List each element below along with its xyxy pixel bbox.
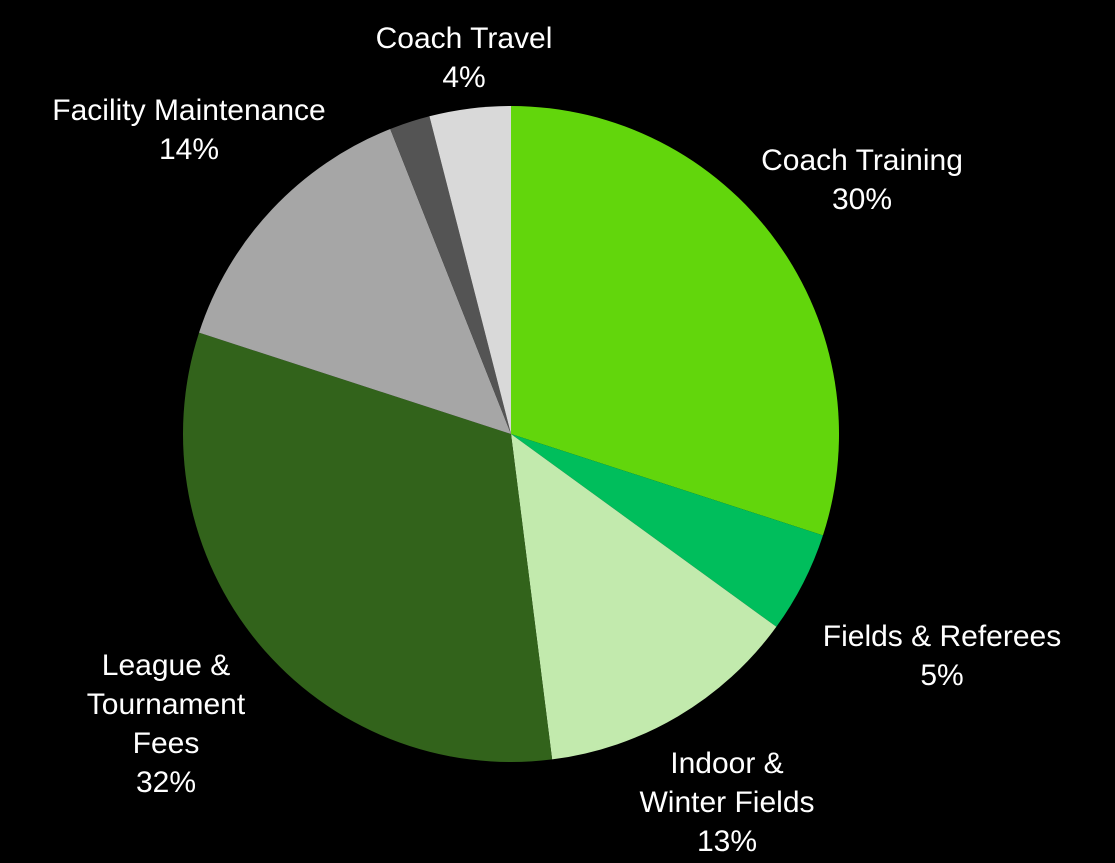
- pie-slice-unlabeled: [390, 116, 511, 435]
- slice-value-facility-maintenance: 14%: [159, 133, 219, 166]
- slice-label-line: League &: [102, 649, 230, 682]
- pie-slice-coach-travel: [429, 106, 511, 434]
- slice-label-line: Fees: [133, 727, 200, 760]
- slice-value-coach-training: 30%: [832, 183, 892, 216]
- pie-slice-fields-and-referees: [511, 434, 823, 627]
- pie-slice-league-and-tournament-fees: [182, 332, 553, 762]
- slice-label-line: Coach Training: [761, 144, 963, 177]
- slice-label-indoor-and-winter-fields: Indoor & Winter Fields: [639, 747, 814, 819]
- slice-value-fields-and-referees: 5%: [920, 659, 963, 692]
- pie-slice-indoor-and-winter-fields: [511, 434, 777, 760]
- slice-label-coach-training: Coach Training: [761, 144, 963, 177]
- slice-label-facility-maintenance: Facility Maintenance: [52, 94, 325, 127]
- slice-label-line: Tournament: [87, 688, 246, 721]
- slice-label-line: Indoor &: [670, 747, 783, 780]
- slice-value-indoor-and-winter-fields: 13%: [697, 825, 757, 858]
- slice-label-line: Coach Travel: [376, 22, 553, 55]
- slice-label-line: Facility Maintenance: [52, 94, 325, 127]
- pie-slice-facility-maintenance: [199, 129, 512, 434]
- slice-labels: Coach Training 30% Fields & Referees 5% Indo…: [52, 22, 1061, 858]
- slice-label-line: Winter Fields: [639, 786, 814, 819]
- slice-label-coach-travel: Coach Travel: [376, 22, 553, 55]
- slice-label-league-and-tournament-fees: League & Tournament Fees: [87, 649, 246, 760]
- slice-label-line: Fields & Referees: [823, 620, 1061, 653]
- pie-slice-coach-training: [511, 106, 840, 536]
- pie-slices: [182, 106, 840, 762]
- slice-value-coach-travel: 4%: [442, 61, 485, 94]
- slice-label-fields-and-referees: Fields & Referees: [823, 620, 1061, 653]
- slice-value-league-and-tournament-fees: 32%: [136, 766, 196, 799]
